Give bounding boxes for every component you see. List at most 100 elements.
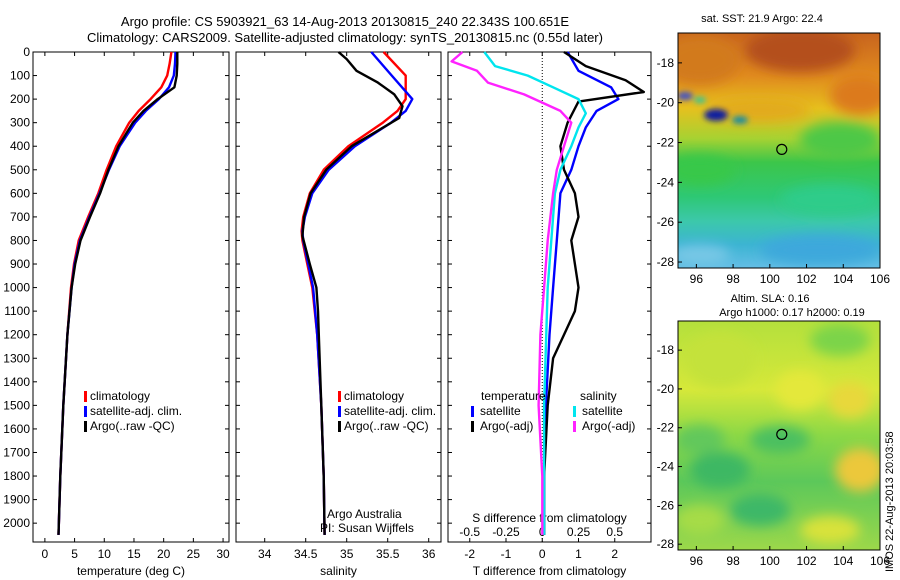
legend-entry: climatology (344, 389, 404, 403)
map-y-tick-label: -18 (657, 56, 675, 70)
argo-float-marker (776, 143, 788, 155)
legend-swatch (573, 406, 576, 417)
map-x-tick-label: 100 (760, 272, 780, 286)
credit-organization: Argo Australia (327, 507, 402, 521)
salinity-profile-panel: 34 34.5 35 35.5 36 salinity climatologysatelli… (235, 51, 442, 578)
series-line-satellite (542, 51, 620, 535)
series-line-satellite (301, 51, 414, 535)
x-tick-label: -1 (501, 547, 512, 561)
y-tick-label: 900 (10, 257, 30, 271)
x-tick-label: 0 (539, 547, 546, 561)
legend-swatch (573, 421, 576, 432)
x-tick-label: 35.5 (376, 547, 400, 561)
legend-swatch (84, 391, 87, 402)
y-tick-label: 1600 (3, 422, 30, 436)
legend-entry: satellite (480, 404, 521, 418)
map-x-tick-label: 100 (760, 554, 780, 568)
legend-swatch (338, 406, 341, 417)
map-y-tick-label: -24 (657, 175, 675, 189)
y-tick-label: 1300 (3, 351, 30, 365)
y-tick-label: 200 (10, 92, 30, 106)
y-tick-label: 600 (10, 186, 30, 200)
x-tick-label: 30 (216, 547, 230, 561)
x-axis-label: salinity (320, 564, 357, 578)
x-tick-label: 20 (157, 547, 171, 561)
x-tick-label: 2 (611, 547, 618, 561)
y-tick-label: 1900 (3, 493, 30, 507)
legend-swatch (338, 421, 341, 432)
x-tick-label: 10 (98, 547, 112, 561)
y-tick-label: 500 (10, 163, 30, 177)
legend-entry: satellite-adj. clim. (90, 404, 182, 418)
map-y-tick-label: -20 (657, 382, 675, 396)
map-y-tick-label: -22 (657, 421, 675, 435)
map-x-tick-label: 98 (726, 554, 740, 568)
secondary-axis-label: S difference from climatology (472, 511, 627, 525)
legend-entry: Argo(..raw -QC) (90, 419, 175, 433)
y-tick-label: 300 (10, 116, 30, 130)
x-tick-label: 25 (187, 547, 201, 561)
x-axis-label: T difference from climatology (473, 564, 627, 578)
map-x-tick-label: 102 (797, 272, 817, 286)
series-line-salinity_argo (450, 51, 573, 535)
axes-frame (447, 51, 652, 543)
y-tick-label: 1700 (3, 445, 30, 459)
x-tick-label: 34 (258, 547, 272, 561)
sst-map-panel: sat. SST: 21.9 Argo: 22.4 (657, 13, 891, 286)
legend-entry: Argo(-adj) (480, 419, 533, 433)
series-line-argo (57, 52, 179, 535)
x-tick-label: 35 (340, 547, 354, 561)
y-tick-label: 2000 (3, 516, 30, 530)
x-tick-label-salinity: -0.25 (492, 525, 520, 539)
axes-frame (32, 51, 230, 543)
x-tick-label: 34.5 (294, 547, 318, 561)
y-tick-label: 1500 (3, 398, 30, 412)
y-tick-label: 0 (23, 45, 30, 59)
map-x-tick-label: 106 (870, 554, 890, 568)
x-tick-label-salinity: 0.5 (606, 525, 623, 539)
sst-map-frame (677, 32, 881, 269)
x-tick-label-salinity: 0.25 (567, 525, 591, 539)
map-y-tick-label: -26 (657, 215, 675, 229)
series-line-salinity_satellite (483, 51, 587, 535)
legend-entry: satellite (582, 404, 623, 418)
map-x-tick-label: 104 (833, 554, 853, 568)
y-tick-label: 1400 (3, 375, 30, 389)
sst-map-title: sat. SST: 21.9 Argo: 22.4 (701, 13, 823, 25)
legend-swatch (471, 406, 474, 417)
legend-entry: Argo(-adj) (582, 419, 635, 433)
legend-entry: climatology (90, 389, 150, 403)
figure-title-line1: Argo profile: CS 5903921_63 14-Aug-2013 … (121, 14, 569, 29)
x-tick-label-salinity: -0.5 (459, 525, 480, 539)
timestamp-label: IMOS 22-Aug-2013 20:03:58 (884, 431, 896, 572)
series-line-climatology (57, 51, 173, 535)
y-tick-label: 1100 (4, 304, 30, 318)
map-y-tick-label: -28 (657, 537, 675, 551)
figure-title-line2: Climatology: CARS2009. Satellite-adjuste… (87, 30, 603, 45)
legend-entry: satellite-adj. clim. (344, 404, 436, 418)
map-x-tick-label: 98 (726, 272, 740, 286)
y-tick-label: 1200 (3, 328, 30, 342)
legend-swatch (84, 406, 87, 417)
map-y-tick-label: -22 (657, 136, 675, 150)
legend-swatch (338, 391, 341, 402)
map-x-tick-label: 104 (833, 272, 853, 286)
map-y-tick-label: -26 (657, 498, 675, 512)
y-tick-label: 100 (10, 69, 30, 83)
map-y-tick-label: -24 (657, 460, 675, 474)
map-x-tick-label: 96 (690, 272, 704, 286)
sla-map-title-line2: Argo h1000: 0.17 h2000: 0.19 (719, 307, 865, 319)
sla-map-frame (677, 320, 881, 551)
temperature-profile-panel: 0 5 10 15 20 25 300100200300400500600700800900… (3, 45, 230, 578)
series-line-satellite (57, 51, 177, 535)
sla-map-axes: 96 98 100 102 104 106 -18 -20 -22 -24 -26 -28 (657, 343, 891, 568)
sla-map-title-line1: Altim. SLA: 0.16 (731, 293, 810, 305)
map-x-tick-label: 102 (797, 554, 817, 568)
y-tick-label: 700 (10, 210, 30, 224)
map-x-tick-label: 106 (870, 272, 890, 286)
x-tick-label: 5 (71, 547, 78, 561)
legend-entry: Argo(..raw -QC) (344, 419, 429, 433)
series-line-argo (542, 50, 645, 535)
